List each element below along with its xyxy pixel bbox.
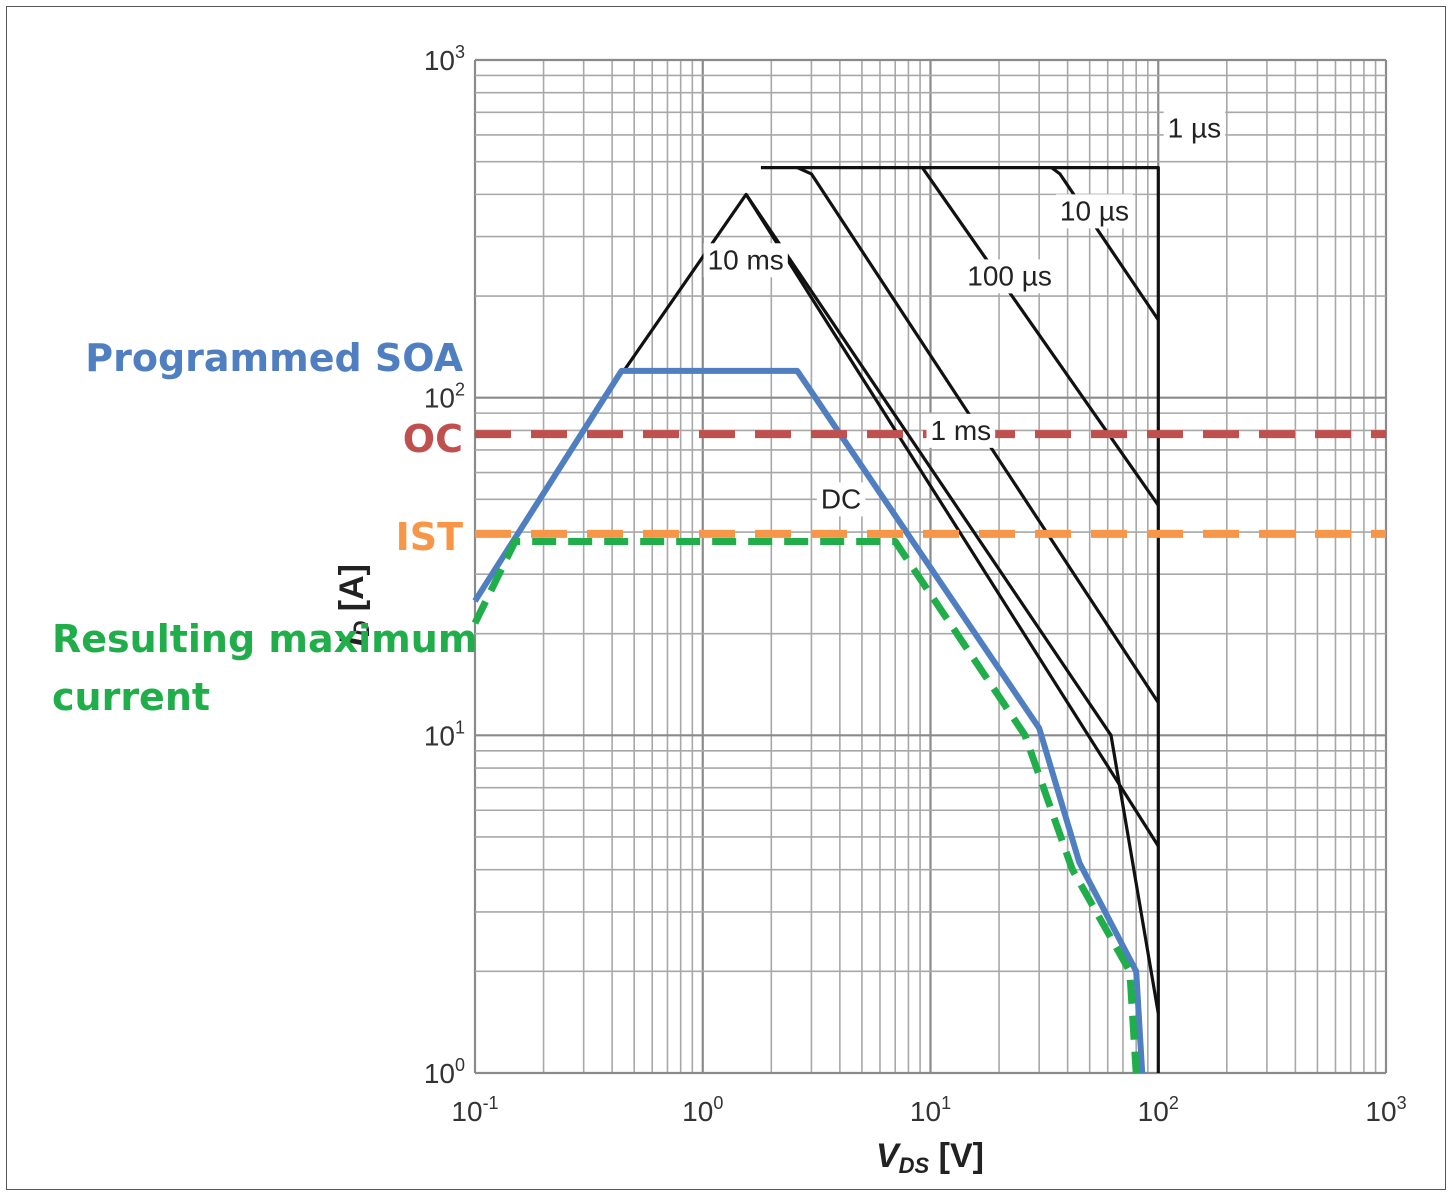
series-10-s — [1050, 166, 1160, 321]
series-programmed-soa — [472, 367, 1146, 1074]
series-resulting-maximum-current — [471, 538, 1140, 1074]
y-axis-title: ID [A] — [333, 564, 374, 646]
svg-text:10 ms: 10 ms — [708, 244, 784, 275]
svg-text:100 µs: 100 µs — [967, 260, 1052, 291]
series-dc — [622, 192, 1160, 1014]
ist-label: IST — [396, 515, 464, 559]
series-100-s — [920, 166, 1160, 507]
curve-label-10-us: 10 µs — [1055, 194, 1133, 229]
curve-label-10-ms: 10 ms — [703, 243, 788, 278]
y-tick-label: 101 — [424, 717, 465, 751]
programmed-soa-label: Programmed SOA — [85, 336, 463, 380]
resulting-max-current-label-line1: Resulting maximum — [52, 617, 477, 661]
x-axis-main: V — [876, 1137, 902, 1175]
svg-text:DC: DC — [821, 483, 861, 514]
x-tick-label: 10-1 — [451, 1093, 498, 1127]
y-tick-label: 103 — [424, 42, 465, 76]
x-tick-label: 100 — [682, 1093, 723, 1127]
curve-labels: 1 µs 10 µs 100 µs 1 ms 10 ms DC — [703, 111, 1226, 517]
series-10-ms — [744, 193, 1160, 847]
x-axis-sub: DS — [899, 1153, 930, 1178]
resulting-max-current-label-line2: current — [52, 675, 210, 719]
y-axis-unit: [A] — [333, 564, 371, 621]
curve-label-DC: DC — [816, 482, 866, 517]
y-tick-label: 100 — [424, 1055, 465, 1089]
oc-label: OC — [403, 417, 463, 461]
y-axis-main: I — [333, 635, 371, 646]
y-axis-sub: D — [349, 621, 374, 637]
figure-frame — [6, 6, 1446, 1190]
x-tick-label: 102 — [1138, 1093, 1179, 1127]
x-axis-title: VDS [V] — [876, 1137, 984, 1178]
x-tick-label: 101 — [910, 1093, 951, 1127]
series-1-ms — [796, 166, 1160, 704]
series-1-s — [760, 166, 1160, 1073]
curve-label-100-us: 100 µs — [963, 259, 1056, 294]
svg-text:1 ms: 1 ms — [931, 415, 992, 446]
curve-label-1-ms: 1 ms — [926, 413, 996, 448]
x-tick-label: 103 — [1365, 1093, 1406, 1127]
x-axis-unit: [V] — [929, 1137, 984, 1175]
svg-text:1 µs: 1 µs — [1168, 112, 1221, 143]
y-tick-label: 102 — [424, 380, 465, 414]
tick-labels: 10-1 100 101 102 103 100 101 102 103 — [424, 42, 1407, 1127]
curve-label-1-us: 1 µs — [1163, 111, 1226, 146]
svg-text:10 µs: 10 µs — [1060, 195, 1129, 226]
